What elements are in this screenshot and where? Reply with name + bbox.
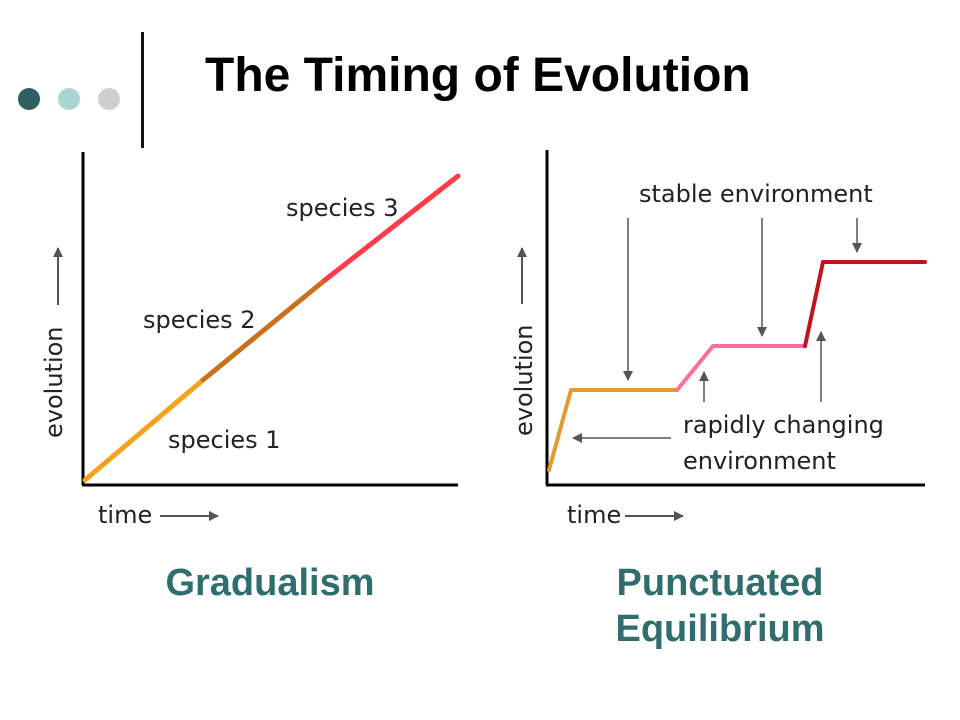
accent-dots bbox=[18, 88, 128, 112]
punctuated-equilibrium-diagram: stable environment rapidly changing envi… bbox=[505, 140, 945, 540]
punctuated-svg: stable environment rapidly changing envi… bbox=[510, 150, 927, 529]
species-2-label: species 2 bbox=[143, 306, 256, 334]
stage-2-path bbox=[675, 344, 807, 392]
species-2-segment bbox=[200, 277, 328, 383]
species-3-segment bbox=[322, 173, 461, 283]
stage-1-path bbox=[547, 388, 679, 472]
punctuated-y-label: evolution bbox=[510, 324, 538, 436]
rapid-change-label-line1: rapidly changing bbox=[683, 411, 884, 439]
accent-dot-teal bbox=[58, 88, 80, 110]
species-1-segment bbox=[82, 377, 206, 483]
accent-dot-dark bbox=[18, 88, 40, 110]
gradualism-diagram: species 3 species 2 species 1 evolution … bbox=[40, 140, 480, 540]
species-1-label: species 1 bbox=[168, 426, 281, 454]
stage-3-path bbox=[803, 260, 927, 348]
gradualism-svg: species 3 species 2 species 1 evolution … bbox=[40, 152, 461, 529]
rapid-change-label-line2: environment bbox=[683, 447, 836, 475]
species-3-label: species 3 bbox=[286, 194, 399, 222]
gradualism-x-label: time bbox=[98, 501, 152, 529]
punctuated-caption-line2: Equilibrium bbox=[615, 608, 825, 650]
punctuated-equilibrium-caption: Punctuated Equilibrium bbox=[560, 560, 880, 652]
title-divider bbox=[141, 32, 144, 148]
slide-title: The Timing of Evolution bbox=[205, 49, 751, 102]
accent-dot-gray bbox=[98, 88, 120, 110]
punctuated-x-label: time bbox=[567, 501, 621, 529]
stable-environment-label: stable environment bbox=[639, 180, 873, 208]
gradualism-y-label: evolution bbox=[40, 326, 68, 438]
gradualism-caption: Gradualism bbox=[120, 560, 420, 606]
punctuated-caption-line1: Punctuated bbox=[616, 562, 824, 604]
gradualism-caption-text: Gradualism bbox=[165, 562, 375, 604]
